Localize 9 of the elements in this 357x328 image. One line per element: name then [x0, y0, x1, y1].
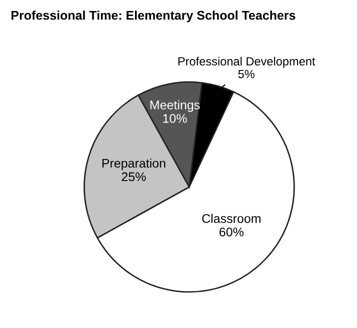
data-label: 5%: [238, 70, 254, 78]
data-label: 25%: [122, 172, 146, 182]
data-label: 10%: [163, 114, 187, 123]
data-label: 60%: [220, 228, 244, 236]
slice-label: Meetings: [150, 100, 200, 112]
slice-label: Professional Development: [178, 56, 316, 68]
slice-label: Preparation: [102, 158, 166, 170]
slice-label: Classroom: [202, 214, 260, 223]
chart-title: Professional Time: Elementary School Teachers: [12, 10, 296, 22]
